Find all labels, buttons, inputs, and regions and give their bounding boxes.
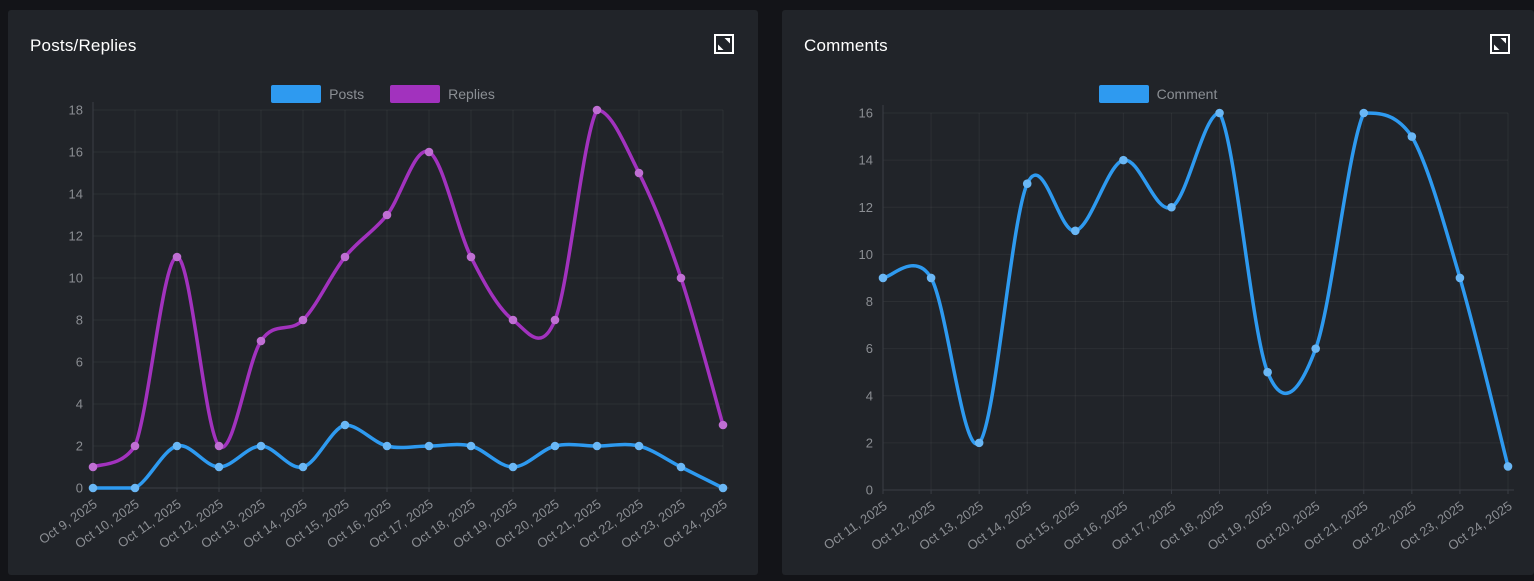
panel-comments: Comments Comment 0 2 4 6 8 10 12 14 16 Oct 11, 20…: [782, 10, 1534, 575]
y-axis-labels: 0 2 4 6 8 10 12 14 16 18: [69, 103, 83, 496]
grid-lines: [92, 109, 724, 488]
series-points-comment: [878, 108, 1513, 471]
y-tick-label: 14: [69, 187, 83, 202]
data-point[interactable]: [508, 315, 518, 325]
axes: [882, 105, 1514, 494]
data-point[interactable]: [1167, 202, 1176, 212]
data-point[interactable]: [130, 441, 140, 451]
data-point[interactable]: [718, 483, 728, 493]
panel-title-posts-replies: Posts/Replies: [30, 36, 137, 55]
legend-swatch-comment: [1098, 85, 1149, 103]
data-point[interactable]: [1215, 108, 1224, 118]
data-point[interactable]: [172, 441, 182, 451]
legend-item-posts[interactable]: Posts: [271, 85, 364, 103]
data-point[interactable]: [382, 441, 392, 451]
series-line-comment: [881, 111, 1510, 469]
data-point[interactable]: [1263, 367, 1272, 377]
legend-posts-replies: Posts Replies: [8, 85, 758, 103]
data-point[interactable]: [1311, 344, 1320, 353]
y-tick-label: 4: [76, 397, 83, 412]
data-point[interactable]: [634, 441, 644, 451]
data-point[interactable]: [1119, 155, 1128, 165]
data-point[interactable]: [676, 462, 686, 472]
y-tick-label: 16: [859, 106, 873, 121]
legend-swatch-posts: [271, 85, 322, 103]
panel-posts-replies: Posts/Replies Posts Replies 0 2 4 6 8 10 12 14 16…: [8, 10, 758, 575]
y-tick-label: 10: [69, 271, 83, 286]
legend-label: Comment: [1156, 86, 1218, 102]
y-tick-label: 0: [866, 483, 873, 498]
data-point[interactable]: [550, 315, 560, 325]
panel-title-comments: Comments: [804, 36, 888, 55]
data-point[interactable]: [1359, 108, 1369, 118]
legend-item-replies[interactable]: Replies: [390, 85, 495, 103]
legend-swatch-replies: [390, 85, 441, 103]
y-tick-label: 10: [859, 247, 873, 262]
data-point[interactable]: [298, 315, 308, 325]
y-tick-label: 2: [866, 435, 873, 450]
data-point[interactable]: [634, 168, 644, 178]
legend-label: Posts: [329, 86, 365, 102]
y-tick-label: 4: [866, 388, 873, 403]
series-line-replies: [91, 108, 725, 469]
data-point[interactable]: [592, 441, 602, 451]
data-point[interactable]: [1071, 226, 1080, 236]
data-point[interactable]: [88, 483, 98, 493]
data-point[interactable]: [1022, 179, 1032, 188]
data-point[interactable]: [172, 252, 182, 262]
data-point[interactable]: [1407, 132, 1417, 141]
legend-comments: Comment: [782, 85, 1534, 103]
data-point[interactable]: [926, 273, 936, 283]
data-point[interactable]: [466, 441, 476, 451]
data-point[interactable]: [878, 273, 888, 283]
data-point[interactable]: [340, 420, 350, 430]
data-point[interactable]: [1455, 273, 1465, 283]
data-point[interactable]: [466, 252, 476, 262]
data-point[interactable]: [214, 462, 224, 472]
y-tick-label: 6: [866, 341, 873, 356]
y-tick-label: 18: [69, 103, 83, 118]
y-tick-label: 0: [76, 481, 83, 496]
data-point[interactable]: [382, 210, 392, 220]
data-point[interactable]: [88, 462, 98, 472]
y-tick-label: 14: [859, 153, 873, 168]
series-line-posts: [91, 423, 725, 490]
series-points-posts: [88, 420, 728, 493]
data-point[interactable]: [130, 483, 140, 493]
y-tick-label: 12: [859, 200, 873, 215]
data-point[interactable]: [508, 462, 518, 472]
data-point[interactable]: [256, 336, 266, 346]
data-point[interactable]: [974, 438, 984, 448]
data-point[interactable]: [214, 441, 224, 451]
series-points-replies: [88, 105, 728, 472]
y-tick-label: 6: [76, 355, 83, 370]
legend-label: Replies: [448, 86, 495, 102]
data-point[interactable]: [424, 147, 434, 157]
data-point[interactable]: [592, 105, 602, 115]
grid-lines: [882, 112, 1509, 490]
y-axis-labels: 0 2 4 6 8 10 12 14 16: [859, 106, 873, 498]
data-point[interactable]: [340, 252, 350, 262]
data-point[interactable]: [1503, 462, 1513, 471]
data-point[interactable]: [550, 441, 560, 451]
fullscreen-expand-icon[interactable]: [714, 34, 734, 54]
fullscreen-expand-icon[interactable]: [1490, 34, 1510, 54]
legend-item-comment[interactable]: Comment: [1098, 85, 1218, 103]
data-point[interactable]: [424, 441, 434, 451]
y-tick-label: 2: [76, 439, 83, 454]
y-tick-label: 8: [866, 294, 873, 309]
y-tick-label: 16: [69, 145, 83, 160]
y-tick-label: 8: [76, 313, 83, 328]
data-point[interactable]: [298, 462, 308, 472]
data-point[interactable]: [256, 441, 266, 451]
data-point[interactable]: [676, 273, 686, 283]
data-point[interactable]: [718, 420, 728, 430]
y-tick-label: 12: [69, 229, 83, 244]
